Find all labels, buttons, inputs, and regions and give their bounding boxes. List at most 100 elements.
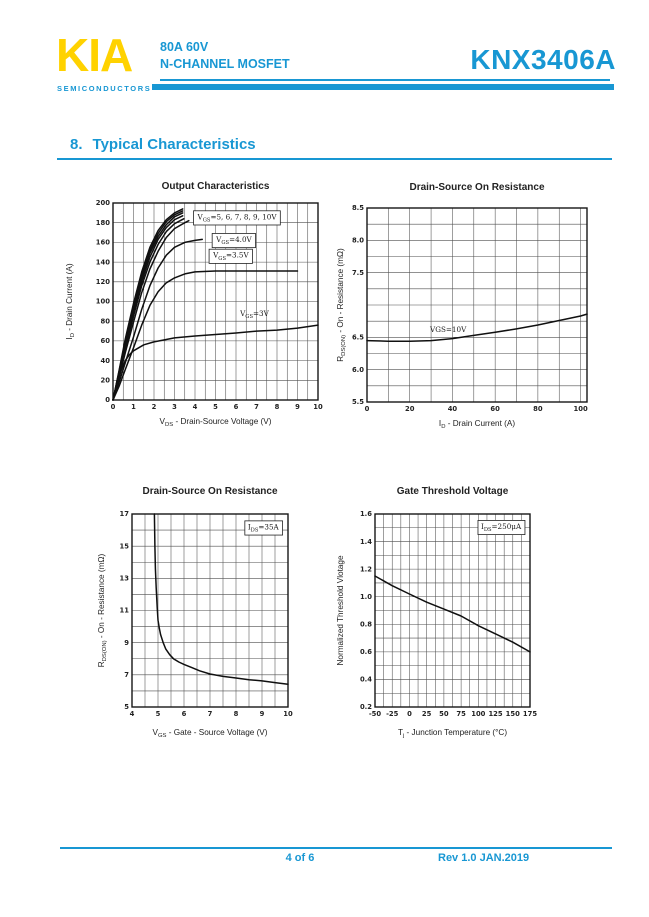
y-tick-label: 160 [96,239,110,247]
chart-title: Drain-Source On Resistance [142,486,277,497]
curve-label-box [244,520,283,536]
x-tick-label: 4 [193,403,198,411]
y-tick-label: 0.8 [360,620,372,628]
y-tick-label: 13 [120,575,130,583]
curve-VGS=10V [366,313,588,342]
x-tick-label: 0 [365,405,370,413]
y-axis-label: RDS(ON) - On - Resistance (mΩ) [97,553,108,667]
y-tick-label: 1.0 [360,593,372,601]
curve-IDS=250uA [374,575,531,653]
chart-drain-source-on-resistance-vs-vgs: Drain-Source On Resistance 4 5 6 7 8 9 10 5 7 9 11 1… [94,482,318,756]
curve-label: VGS=5, 6, 7, 8, 9, 10V [197,212,278,223]
grid-lines [366,207,587,403]
chart-gate-threshold-voltage: Gate Threshold Voltage -50 -25 0 25 50 75 100 12… [333,482,625,756]
y-tick-label: 17 [120,510,130,518]
device-rating-line2: N-CHANNEL MOSFET [160,56,290,71]
y-tick-label: 8.0 [352,237,364,245]
header-rule-thick [152,84,614,90]
y-tick-label: 140 [96,258,110,266]
x-tick-label: 60 [490,405,500,413]
x-tick-label: 7 [208,710,213,718]
section-underline [57,158,612,160]
curve-IDS=35A [153,513,289,685]
x-tick-label: -50 [369,710,382,718]
footer-revision: Rev 1.0 JAN.2019 [438,852,530,864]
x-tick-label: 5 [213,403,218,411]
header-rule-thin [160,79,610,81]
chart-title: Output Characteristics [162,181,270,192]
x-tick-label: 9 [295,403,300,411]
curve-label: IDS=35A [248,522,280,533]
curve-label-box [193,210,281,226]
x-tick-label: 3 [172,403,177,411]
y-tick-label: 6.0 [352,366,364,374]
y-tick-label: 0.6 [360,648,372,656]
y-tick-label: 7.5 [352,269,364,277]
chart-title: Gate Threshold Voltage [397,486,509,497]
y-tick-label: 5 [124,703,129,711]
y-axis-label: RDS(ON) - On - Resistance (mΩ) [336,248,347,362]
y-tick-label: 8.5 [352,204,364,212]
x-axis-label: VDS - Drain-Source Voltage (V) [160,417,272,428]
x-tick-label: 40 [448,405,458,413]
y-tick-label: 120 [96,278,110,286]
y-tick-label: 100 [96,298,110,306]
grid-lines [374,513,531,708]
y-tick-label: 7 [124,671,129,679]
y-tick-label: 6.5 [352,334,364,342]
device-rating-block: 80A 60V N-CHANNEL MOSFET [160,39,290,73]
device-rating-line1: 80A 60V [160,40,209,54]
y-tick-label: 200 [96,199,110,207]
part-number: KNX3406A [470,44,616,75]
section-heading: 8. Typical Characteristics [70,136,256,153]
y-axis-label: Normalized Threshold Vlotage [336,555,345,665]
x-tick-label: 80 [533,405,543,413]
x-tick-label: 125 [488,710,502,718]
x-tick-label: 20 [405,405,415,413]
curve-VGS=4.0V [112,238,203,401]
y-tick-label: 9 [124,639,129,647]
plot-border [374,513,531,708]
curve-label: VGS=3V [239,309,270,320]
y-tick-label: 180 [96,219,110,227]
y-tick-label: 1.2 [360,565,372,573]
curve-label-box [211,233,256,249]
x-tick-label: 2 [152,403,157,411]
chart-output-characteristics: Output Characteristics 0 1 2 3 4 5 6 7 8 9 10 0 20 40 6… [62,178,334,440]
plot-border [112,202,319,401]
x-tick-label: 1 [131,403,136,411]
x-tick-label: 100 [573,405,587,413]
chart-title: Drain-Source On Resistance [409,182,544,193]
x-tick-label: 10 [283,710,293,718]
y-tick-label: 0.4 [360,676,372,684]
x-tick-label: 5 [156,710,161,718]
footer-rule [60,847,612,849]
y-tick-label: 15 [120,542,130,550]
curve-label: VGS=3.5V [212,251,249,262]
x-tick-label: 150 [506,710,520,718]
x-tick-label: 50 [439,710,449,718]
section-title: Typical Characteristics [92,136,256,153]
chart-drain-source-on-resistance-vs-id: Drain-Source On Resistance 0 20 40 60 80 100 8.… [333,178,630,440]
kia-logo: KIA [56,29,133,81]
chart-svg: Drain-Source On Resistance 0 20 40 60 80 100 8.… [336,182,588,430]
y-tick-label: 11 [120,607,130,615]
x-axis-label: ID - Drain Current (A) [439,419,515,430]
curve-label: IDS=250μA [481,522,522,533]
y-tick-label: 0 [105,396,110,404]
x-tick-label: -25 [386,710,399,718]
footer-page-indicator: 4 of 6 [285,852,315,864]
x-tick-label: 8 [234,710,239,718]
section-number: 8. [70,136,83,153]
x-tick-label: 6 [234,403,239,411]
y-axis-label: ID - Drain Current (A) [65,263,76,339]
x-tick-label: 6 [182,710,187,718]
x-tick-label: 10 [313,403,323,411]
x-tick-label: 7 [254,403,259,411]
x-tick-label: 8 [275,403,280,411]
y-tick-label: 5.5 [352,398,364,406]
curve-VGS=5V [112,219,190,401]
curve-label: VGS=10V [429,325,467,334]
